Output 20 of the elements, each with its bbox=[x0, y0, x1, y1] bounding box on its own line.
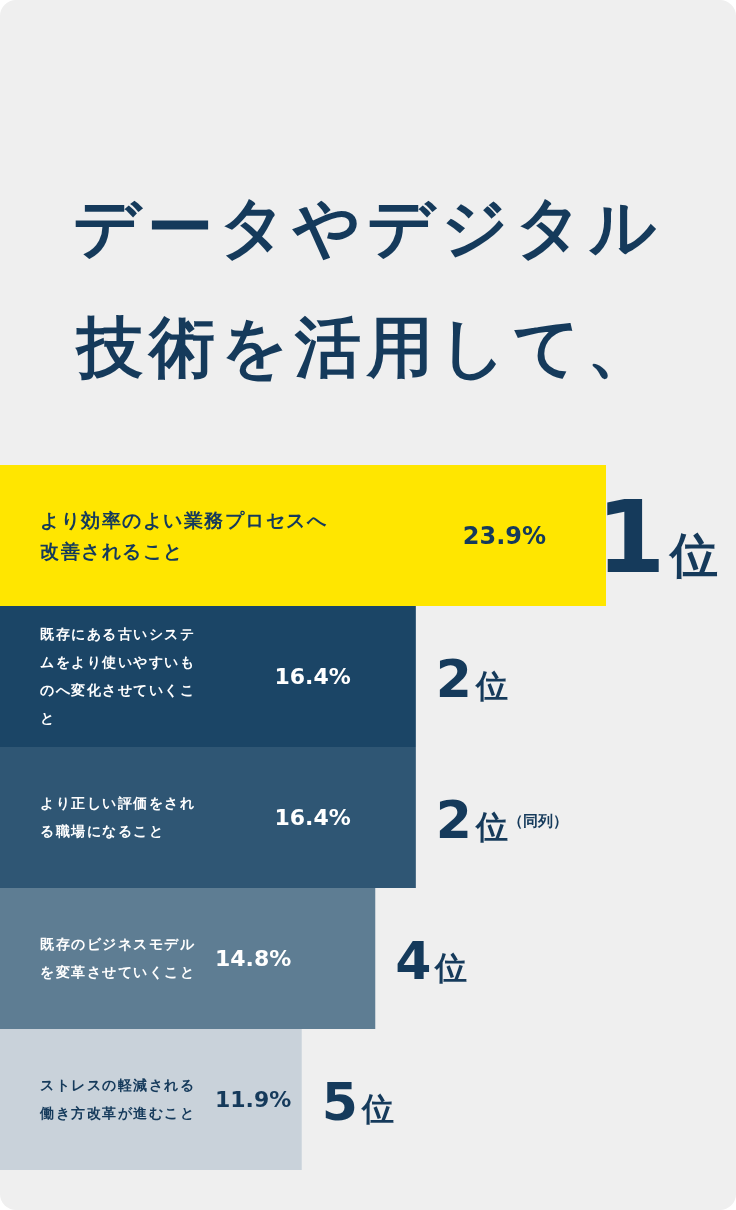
data-label: 23.9% bbox=[462, 522, 546, 551]
y-tick-label: より正しい評価をされる職場になること bbox=[40, 795, 195, 840]
data-label: 11.9% bbox=[215, 1087, 292, 1113]
y-tick-label: 既存のビジネスモデルを変革させていくこと bbox=[40, 936, 195, 981]
annotation: 5位 bbox=[321, 1071, 394, 1132]
bar bbox=[0, 465, 606, 606]
bar bbox=[0, 1029, 302, 1170]
annotation: 2位 bbox=[435, 648, 509, 709]
bar bbox=[0, 888, 376, 1029]
annotation: 4位 bbox=[395, 930, 468, 991]
chart-title: データやデジタル技術を活用して、 bbox=[73, 189, 663, 386]
bar bbox=[0, 606, 416, 747]
data-label: 16.4% bbox=[274, 664, 351, 690]
y-tick-label: 既存にある古いシステムをより使いやすいものへ変化させていくこと bbox=[40, 626, 195, 727]
data-label: 16.4% bbox=[274, 805, 351, 831]
bar bbox=[0, 747, 416, 888]
data-label: 14.8% bbox=[215, 946, 292, 972]
annotation: 1位 bbox=[596, 478, 718, 596]
y-tick-label: より効率のよい業務プロセスへ改善されること bbox=[40, 508, 327, 562]
y-tick-label: ストレスの軽減される働き方改革が進むこと bbox=[39, 1077, 195, 1122]
